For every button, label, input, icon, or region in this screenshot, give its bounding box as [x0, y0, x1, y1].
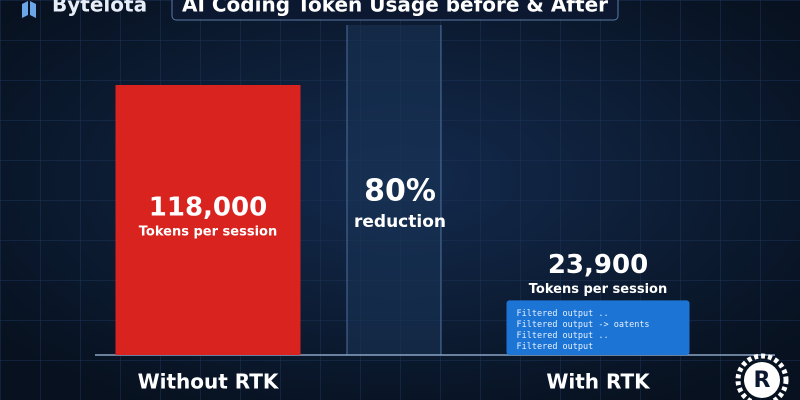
bar — [115, 85, 301, 355]
output-line: Filtered output -> oatents — [517, 320, 650, 330]
rust-logo: R — [735, 353, 789, 400]
title-box — [171, 0, 619, 21]
output-line: Filtered output .. — [517, 331, 609, 341]
x-category-label: Without RTK — [138, 370, 280, 394]
output-line: Filtered output — [517, 342, 594, 352]
x-category-label: With RTK — [546, 370, 651, 394]
value-label: 23,900 — [548, 250, 648, 280]
chart-title: AI Coding Token Usage before & After — [182, 0, 608, 17]
center-panel — [347, 25, 441, 355]
output-line: Filtered output .. — [517, 309, 609, 319]
reduction-label: reduction — [354, 212, 446, 232]
value-sublabel: Tokens per session — [139, 225, 277, 240]
brand: Bytelota — [52, 0, 147, 17]
logo-letter: R — [754, 368, 771, 393]
value-sublabel: Tokens per session — [529, 282, 667, 297]
reduction-percent: 80% — [364, 174, 436, 209]
value-label: 118,000 — [149, 193, 267, 223]
bar — [506, 300, 690, 355]
brand-icon — [22, 1, 36, 18]
